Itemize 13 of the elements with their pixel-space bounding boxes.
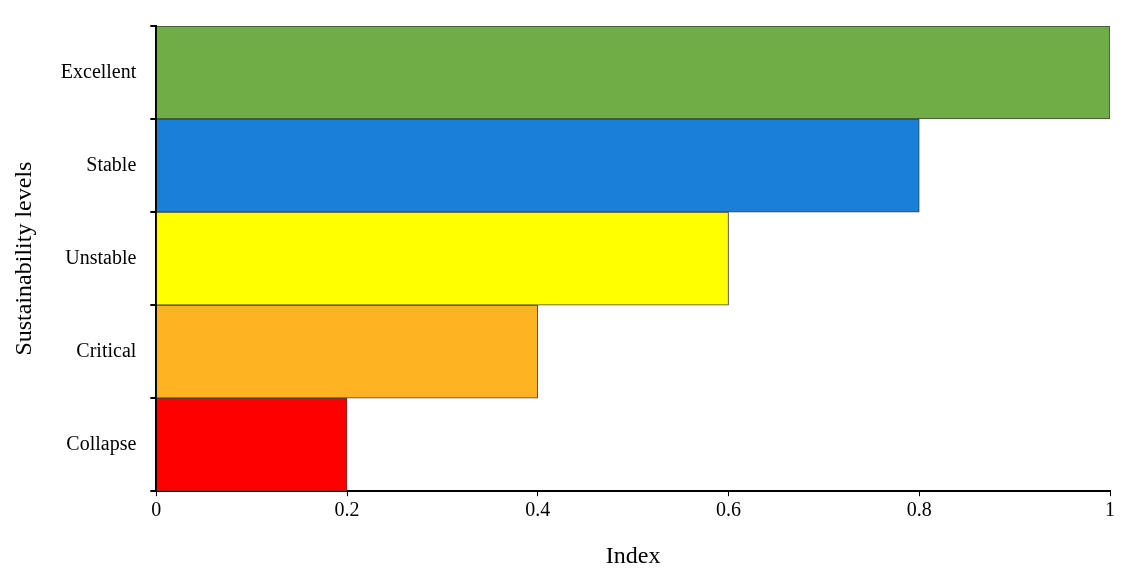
y-tick-label: Collapse [66,431,137,455]
y-axis-title: Sustainability levels [9,161,36,356]
x-tick-label: 1 [1105,498,1115,521]
y-tick-label: Unstable [65,245,137,268]
x-tick-label: 0 [151,498,162,521]
x-tick-label: 0.4 [525,498,551,521]
x-tick-label: 0.8 [906,498,932,521]
y-tick-label: Stable [86,152,137,175]
y-tick-label: Critical [76,338,137,361]
y-tick-label: Excellent [60,59,137,82]
x-axis-title: Index [605,541,661,568]
x-tick-label: 0.6 [716,498,742,521]
x-tick-label: 0.2 [334,498,360,521]
